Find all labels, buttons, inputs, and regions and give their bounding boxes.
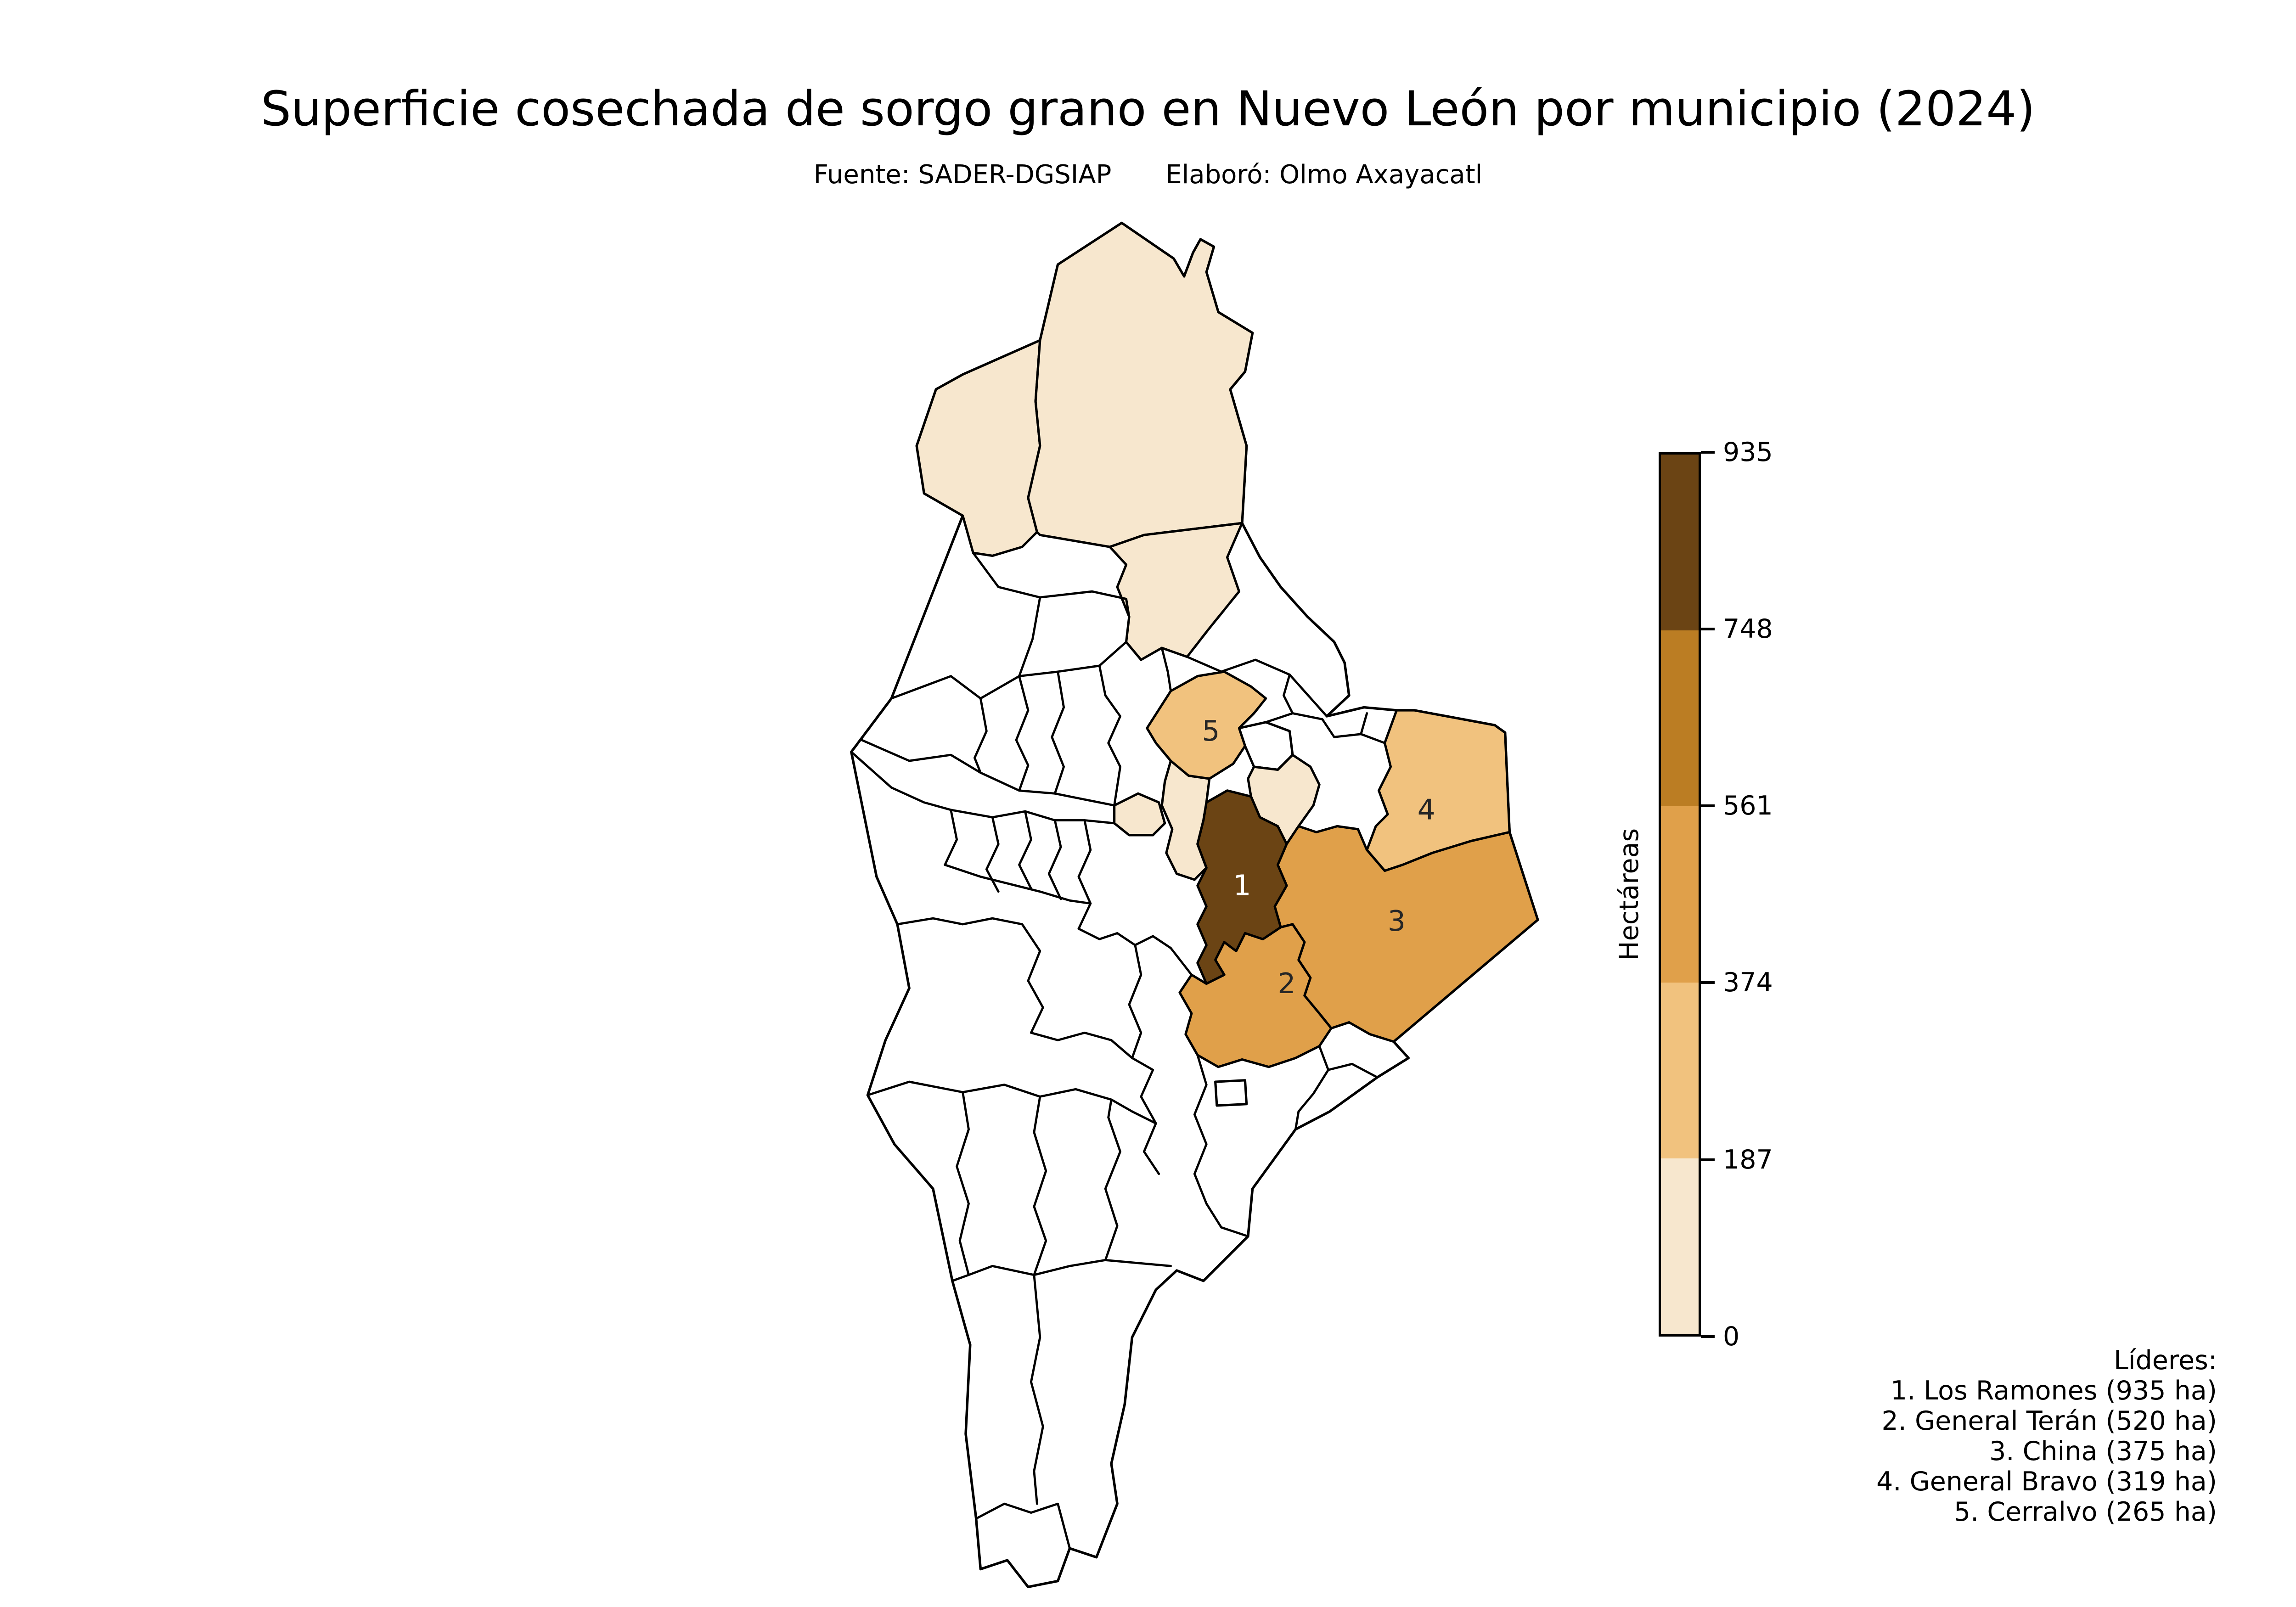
municipality-enclave	[1214, 1079, 1248, 1107]
municipal-border-line	[1018, 810, 1032, 890]
municipal-border-line	[1205, 1202, 1249, 1238]
municipal-border-line	[1030, 1031, 1133, 1059]
municipal-border-line	[944, 809, 958, 866]
leaders-item-2: 2. General Terán (520 ha)	[1881, 1406, 2217, 1436]
municipal-border-line	[850, 751, 952, 811]
municipal-border-line	[956, 1091, 970, 1276]
municipal-border-line	[1283, 673, 1294, 714]
colorbar-segment-561-748	[1661, 630, 1699, 807]
municipality-lampazos-de-naranjo	[915, 339, 1041, 557]
colorbar-segment-187-374	[1661, 982, 1699, 1158]
municipal-border-line	[1160, 646, 1172, 692]
leaders-item-1: 1. Los Ramones (935 ha)	[1890, 1376, 2217, 1406]
municipality-marin	[1113, 792, 1166, 837]
municipal-border-line	[1077, 819, 1092, 930]
colorbar-tick-mark	[1701, 1335, 1715, 1338]
municipal-border-line	[1265, 712, 1386, 744]
municipality-cerralvo	[1146, 670, 1267, 780]
municipal-border-line	[1294, 1045, 1329, 1131]
municipal-border-line	[1104, 1098, 1121, 1261]
municipal-border-line	[1030, 1274, 1044, 1505]
municipal-border-line	[974, 697, 988, 774]
colorbar-tick-label: 0	[1723, 1321, 1740, 1352]
map-label-rank-4: 4	[1418, 793, 1435, 826]
municipal-border-line	[1098, 664, 1121, 807]
municipal-border-line	[1018, 789, 1116, 807]
municipal-border-line	[896, 917, 1024, 926]
municipal-border-line	[1360, 712, 1368, 736]
map-label-rank-2: 2	[1277, 967, 1295, 1000]
colorbar-segment-0-187	[1661, 1158, 1699, 1334]
colorbar-segment-374-561	[1661, 806, 1699, 983]
municipal-border-line	[950, 809, 1116, 825]
map-label-rank-3: 3	[1388, 905, 1406, 938]
colorbar-tick-label: 748	[1723, 614, 1773, 644]
subtitle-author: Elaboró: Olmo Axayacatl	[1165, 160, 1483, 190]
municipal-border-line	[1033, 1096, 1047, 1276]
leaders-heading: Líderes:	[2114, 1345, 2217, 1376]
leaders-item-5: 5. Cerralvo (265 ha)	[1953, 1497, 2217, 1527]
municipality-anahuac	[1027, 222, 1254, 548]
colorbar-tick-label: 935	[1723, 437, 1773, 467]
municipal-border-line	[1021, 923, 1044, 1034]
municipal-border-line	[1128, 944, 1142, 1059]
municipal-border-line	[861, 739, 1020, 792]
colorbar-tick-label: 187	[1723, 1145, 1773, 1175]
map-label-rank-1: 1	[1233, 869, 1251, 902]
municipal-border-line	[1193, 1054, 1208, 1205]
municipal-border-line	[1051, 670, 1065, 795]
choropleth-map: 1 2 3 4 5	[850, 221, 1539, 1589]
leaders-list: Líderes: 1. Los Ramones (935 ha) 2. Gene…	[1876, 1345, 2217, 1527]
page-title: Superficie cosechada de sorgo grano en N…	[260, 81, 2036, 137]
colorbar-tick-mark	[1701, 628, 1715, 630]
municipal-border-line	[1015, 675, 1030, 792]
colorbar-tick-mark	[1701, 804, 1715, 807]
municipal-border-line	[1327, 1062, 1379, 1079]
colorbar	[1659, 452, 1701, 1337]
colorbar-tick-mark	[1701, 1158, 1715, 1161]
municipal-border-line	[1018, 596, 1041, 678]
municipality-los-ramones	[1196, 789, 1288, 985]
municipality-higueras	[1160, 759, 1211, 881]
leaders-item-3: 3. China (375 ha)	[1989, 1436, 2217, 1467]
municipal-border-line	[1047, 819, 1062, 900]
municipal-border-line	[972, 551, 1131, 618]
municipal-border-line	[944, 864, 1092, 905]
colorbar-tick-mark	[1701, 451, 1715, 454]
map-label-rank-5: 5	[1202, 715, 1220, 747]
subtitle-source: Fuente: SADER-DGSIAP	[813, 160, 1112, 190]
colorbar-tick-label: 374	[1723, 967, 1773, 998]
municipal-border-line	[1186, 656, 1328, 718]
colorbar-segment-748-935	[1661, 455, 1699, 631]
colorbar-axis-label: Hectáreas	[1614, 828, 1644, 961]
municipal-border-line	[1131, 1056, 1160, 1175]
colorbar-tick-label: 561	[1723, 791, 1773, 821]
leaders-item-4: 4. General Bravo (319 ha)	[1876, 1467, 2217, 1497]
municipality-vallecillo	[1109, 522, 1244, 661]
colorbar-tick-mark	[1701, 981, 1715, 984]
municipal-border-line	[975, 1502, 1071, 1550]
subtitle: Fuente: SADER-DGSIAP Elaboró: Olmo Axaya…	[0, 160, 2296, 190]
